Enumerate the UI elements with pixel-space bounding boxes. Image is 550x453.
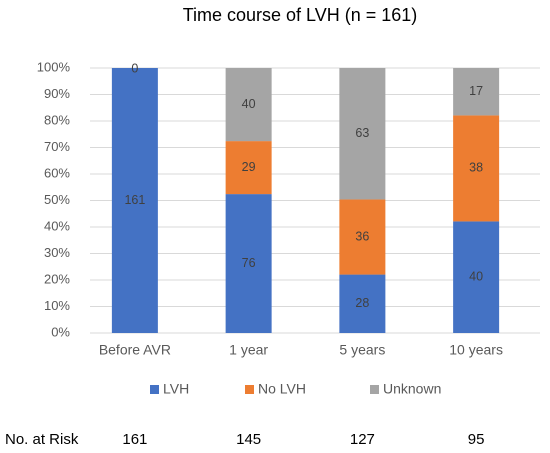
legend-swatch bbox=[150, 385, 159, 394]
risk-value: 161 bbox=[122, 431, 147, 448]
risk-label: No. at Risk bbox=[5, 431, 79, 448]
x-tick-label: 5 years bbox=[339, 342, 385, 358]
data-label: 40 bbox=[469, 270, 483, 284]
bar-segment bbox=[453, 115, 500, 222]
data-label: 29 bbox=[242, 160, 256, 174]
bar-segment bbox=[225, 68, 272, 142]
x-tick-label: Before AVR bbox=[99, 342, 171, 358]
data-label: 161 bbox=[124, 193, 145, 207]
risk-value: 95 bbox=[468, 431, 485, 448]
y-tick-label: 90% bbox=[44, 86, 70, 101]
chart-title: Time course of LVH (n = 161) bbox=[183, 5, 418, 25]
legend-swatch bbox=[245, 385, 254, 394]
legend-label: Unknown bbox=[383, 381, 441, 397]
y-tick-label: 10% bbox=[44, 298, 70, 313]
data-label: 36 bbox=[355, 229, 369, 243]
x-tick-label: 1 year bbox=[229, 342, 268, 358]
y-tick-label: 30% bbox=[44, 245, 70, 260]
y-tick-label: 100% bbox=[37, 59, 71, 74]
bar-segment bbox=[339, 199, 386, 275]
data-label: 0 bbox=[131, 61, 138, 75]
y-tick-label: 0% bbox=[51, 324, 70, 339]
data-label: 17 bbox=[469, 84, 483, 98]
bar-segment bbox=[225, 194, 272, 333]
risk-value: 145 bbox=[236, 431, 261, 448]
data-label: 38 bbox=[469, 161, 483, 175]
data-label: 76 bbox=[242, 256, 256, 270]
bar-segment bbox=[111, 68, 158, 333]
bar-segment bbox=[339, 68, 386, 200]
data-label: 40 bbox=[242, 97, 256, 111]
bar-segment bbox=[225, 141, 272, 195]
legend-label: No LVH bbox=[258, 381, 306, 397]
risk-value: 127 bbox=[350, 431, 375, 448]
y-tick-label: 50% bbox=[44, 192, 70, 207]
y-tick-label: 40% bbox=[44, 218, 70, 233]
y-tick-label: 70% bbox=[44, 139, 70, 154]
bar-segment bbox=[339, 274, 386, 333]
y-tick-label: 80% bbox=[44, 112, 70, 127]
bar-segment bbox=[453, 221, 500, 333]
legend-swatch bbox=[370, 385, 379, 394]
y-tick-label: 20% bbox=[44, 271, 70, 286]
legend-label: LVH bbox=[163, 381, 189, 397]
y-tick-label: 60% bbox=[44, 165, 70, 180]
data-label: 63 bbox=[355, 126, 369, 140]
x-tick-label: 10 years bbox=[449, 342, 503, 358]
bar-segment bbox=[453, 68, 500, 116]
data-label: 28 bbox=[355, 296, 369, 310]
